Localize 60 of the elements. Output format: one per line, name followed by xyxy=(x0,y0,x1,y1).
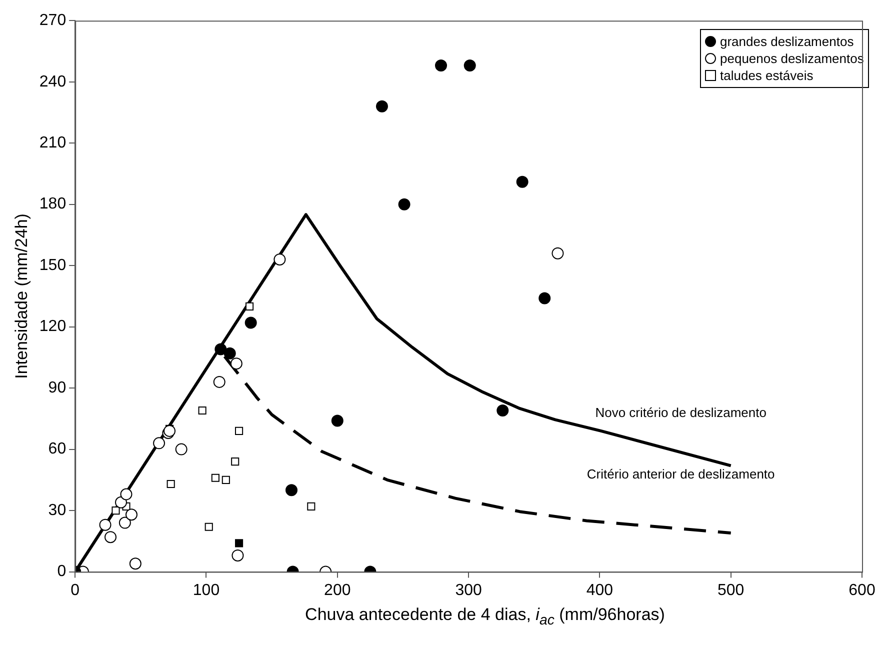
x-tick-label: 200 xyxy=(324,582,351,599)
annotation: Novo critério de deslizamento xyxy=(595,405,766,420)
point xyxy=(99,518,112,531)
point xyxy=(222,476,230,484)
point xyxy=(125,508,138,521)
point xyxy=(153,437,166,450)
point xyxy=(118,516,131,529)
point xyxy=(232,549,244,562)
point xyxy=(435,60,448,72)
point xyxy=(211,474,220,482)
point xyxy=(538,292,551,304)
y-tick-label: 30 xyxy=(48,502,66,519)
point xyxy=(224,347,236,360)
x-tick-label: 500 xyxy=(718,582,744,599)
point xyxy=(129,558,142,570)
x-tick-label: 400 xyxy=(586,582,614,599)
y-tick-label: 60 xyxy=(48,440,66,458)
x-tick-label: 100 xyxy=(192,582,220,599)
y-tick-label: 180 xyxy=(39,196,66,213)
point xyxy=(376,100,388,112)
point xyxy=(166,480,175,488)
point xyxy=(112,506,120,515)
legend-label: taludes estáveis xyxy=(720,66,814,84)
legend-label: grandes deslizamentos xyxy=(720,32,854,50)
point xyxy=(115,496,127,508)
point xyxy=(235,539,244,548)
x-tick-label: 0 xyxy=(70,582,80,599)
y-tick-label: 240 xyxy=(39,73,66,90)
point xyxy=(285,484,298,496)
point xyxy=(464,60,476,72)
point xyxy=(230,358,242,370)
point xyxy=(552,247,564,260)
point xyxy=(307,502,316,511)
point xyxy=(214,343,227,356)
point xyxy=(231,458,240,466)
point xyxy=(274,253,286,266)
point xyxy=(516,176,528,188)
y-axis-title: Intensidade (mm/24h) xyxy=(12,214,31,379)
y-tick-label: 270 xyxy=(39,12,66,30)
annotation: Critério anterior de deslizamento xyxy=(586,466,775,482)
point xyxy=(398,198,410,210)
point xyxy=(235,426,244,435)
point xyxy=(120,488,132,500)
y-tick-label: 210 xyxy=(39,134,66,152)
y-tick-label: 90 xyxy=(48,379,66,396)
y-tick-label: 120 xyxy=(39,318,66,336)
point xyxy=(104,531,117,544)
point xyxy=(244,316,257,329)
point xyxy=(331,414,344,427)
y-tick-label: 0 xyxy=(57,563,66,580)
y-tick-label: 150 xyxy=(39,256,66,274)
point xyxy=(204,522,213,531)
point xyxy=(496,404,509,417)
x-axis-title: Chuva antecedente de 4 dias, i$_{ac}$ (mm/96horas) xyxy=(304,605,666,628)
point xyxy=(175,443,188,456)
point xyxy=(213,376,226,388)
point xyxy=(245,302,254,310)
point xyxy=(198,406,206,415)
x-tick-label: 600 xyxy=(848,582,876,599)
x-tick-label: 300 xyxy=(455,582,482,599)
